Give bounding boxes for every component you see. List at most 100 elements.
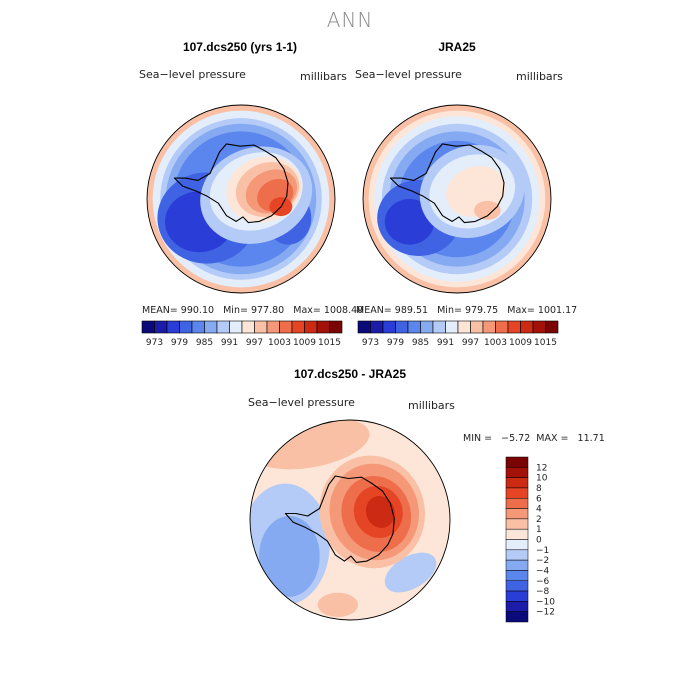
panel-3-colorbar-tick-label: 0 [536, 536, 542, 546]
panel-3-colorbar-tick-label: −2 [536, 556, 549, 566]
panel-1-colorbar-swatch [241, 320, 255, 334]
panel-2-colorbar-swatch [420, 320, 434, 334]
panel-2-min-label: Min= [437, 305, 462, 316]
panel-3-colorbar-swatch [505, 580, 529, 592]
panel-2-min-value: 979.75 [464, 305, 499, 316]
panel-1-min-label: Min= [223, 305, 248, 316]
panel-3-colorbar-tick-label: 12 [536, 463, 547, 473]
panel-2-mean-label: MEAN= [356, 305, 392, 316]
panel-3-colorbar-tick-label: 1 [536, 525, 542, 535]
panel-3-colorbar-swatch [505, 549, 529, 561]
panel-1-colorbar-swatch [279, 320, 293, 334]
panel-1-colorbar-swatch [329, 320, 343, 334]
panel-2-colorbar-swatch [495, 320, 509, 334]
panel-1-variable-label: Sea−level pressure [139, 68, 246, 81]
panel-3-colorbar-tick-label: −4 [536, 566, 550, 576]
panel-3-colorbar-swatch [505, 528, 529, 540]
panel-1-colorbar-swatch [179, 320, 193, 334]
panel-1-title: 107.dcs250 (yrs 1-1) [182, 40, 298, 54]
panel-3-colorbar-tick-label: 8 [536, 484, 542, 494]
panel-3-minmax: MIN = −5.72 MAX = 11.71 [463, 433, 605, 444]
panel-3-colorbar-swatch [505, 518, 529, 530]
panel-3-polar-map [249, 419, 451, 621]
panel-3-variable-label: Sea−level pressure [248, 396, 355, 409]
panel-2-polar-map [362, 104, 552, 294]
panel-3-colorbar-swatch [505, 601, 529, 612]
panel-1-colorbar-swatch [191, 320, 205, 334]
panel-3-colorbar-swatch [505, 508, 529, 520]
panel-1-colorbar-swatch [229, 320, 243, 334]
panel-3-colorbar-swatch [505, 477, 529, 489]
panel-2-max-value: 1001.17 [537, 305, 578, 316]
panel-2-colorbar-tick-label: 973 [362, 338, 379, 348]
panel-2-colorbar-swatch [395, 320, 409, 334]
panel-1-colorbar-tick-label: 997 [246, 338, 263, 348]
panel-2-colorbar-tick-label: 1003 [484, 338, 507, 348]
panel-2-colorbar-tick-label: 1015 [534, 338, 557, 348]
panel-3-units-label: millibars [408, 399, 455, 412]
panel-3-colorbar-swatch [505, 539, 529, 551]
panel-3-colorbar-tick-label: 10 [536, 474, 548, 484]
panel-2-colorbar-swatch [407, 320, 421, 334]
panel-3-colorbar-tick-label: 4 [536, 505, 542, 515]
panel-2-colorbar-swatch [470, 320, 484, 334]
panel-1-max-value: 1008.40 [323, 305, 364, 316]
panel-1-colorbar-swatch [291, 320, 305, 334]
panel-3-title: 107.dcs250 - JRA25 [293, 367, 407, 381]
panel-2-colorbar-swatch [357, 320, 371, 334]
panel-3-colorbar-tick-label: −6 [536, 577, 550, 587]
panel-1-max-label: Max= [293, 305, 321, 316]
panel-3-colorbar-tick-label: −10 [536, 597, 555, 607]
panel-1-colorbar-swatch [266, 320, 280, 334]
panel-1-units-label: millibars [300, 70, 347, 83]
panel-1-min-value: 977.80 [250, 305, 285, 316]
panel-2-variable-label: Sea−level pressure [355, 68, 462, 81]
panel-2-title: JRA25 [438, 40, 476, 54]
panel-2-colorbar-swatch [482, 320, 496, 334]
panel-2-max-label: Max= [507, 305, 535, 316]
panel-2-colorbar-tick-label: 979 [387, 338, 404, 348]
panel-1-colorbar-tick-label: 973 [146, 338, 163, 348]
panel-1-colorbar-swatch [166, 320, 180, 334]
panel-3-colorbar-swatch [505, 611, 529, 623]
panel-2-colorbar-tick-label: 1009 [509, 338, 532, 348]
panel-2-colorbar-tick-label: 997 [462, 338, 479, 348]
panel-3-colorbar-swatch [505, 456, 529, 468]
panel-2-stats: MEAN= 989.51 Min= 979.75 Max= 1001.17 [356, 305, 577, 316]
panel-3-colorbar-swatch [505, 570, 529, 581]
panel-1-colorbar-swatch [304, 320, 318, 334]
panel-2-colorbar-swatch [507, 320, 521, 334]
panel-3-colorbar-tick-label: −1 [536, 546, 549, 556]
panel-1-colorbar-tick-label: 991 [221, 338, 238, 348]
panel-1-mean-label: MEAN= [142, 305, 178, 316]
panel-2-colorbar-swatch [457, 320, 471, 334]
panel-2-colorbar-swatch [370, 320, 384, 334]
panel-2-colorbar-tick-label: 991 [437, 338, 454, 348]
panel-1-polar-map [146, 104, 336, 294]
panel-2-colorbar-swatch [432, 320, 446, 334]
panel-2-colorbar: 973 979 985 991 997 1003 1009 1015 [357, 320, 559, 348]
panel-2-colorbar-swatch [382, 320, 396, 334]
panel-2-colorbar-swatch [445, 320, 459, 334]
panel-1-colorbar-swatch [154, 320, 168, 334]
panel-3-colorbar-tick-label: 2 [536, 515, 542, 525]
panel-3-colorbar-swatch [505, 590, 529, 602]
panel-1-colorbar-tick-label: 979 [171, 338, 188, 348]
panel-1-colorbar-swatch [216, 320, 230, 334]
panel-2-colorbar-swatch [520, 320, 534, 334]
panel-3-colorbar-tick-label: 6 [536, 494, 542, 504]
panel-3-colorbar-swatch [505, 467, 529, 478]
panel-1-colorbar-swatch [141, 320, 155, 334]
panel-3-colorbar-swatch [505, 487, 529, 499]
panel-3-colorbar-swatch [505, 559, 529, 571]
panel-1-colorbar-tick-label: 985 [196, 338, 213, 348]
panel-3-colorbar-tick-label: −12 [536, 608, 555, 618]
panel-2-colorbar-tick-label: 985 [412, 338, 429, 348]
panel-1-colorbar-tick-label: 1009 [293, 338, 316, 348]
panel-1-colorbar-swatch [254, 320, 268, 334]
panel-2-colorbar-swatch [532, 320, 546, 334]
panel-1-colorbar: 973 979 985 991 997 1003 1009 1015 [141, 320, 343, 348]
page-title: ANN [326, 8, 374, 32]
panel-3-colorbar-tick-label: −8 [536, 587, 550, 597]
